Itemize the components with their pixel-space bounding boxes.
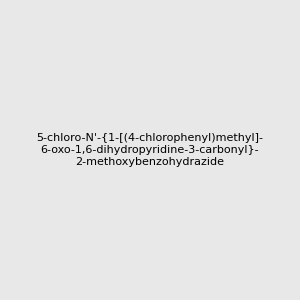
Text: 5-chloro-N'-{1-[(4-chlorophenyl)methyl]-
6-oxo-1,6-dihydropyridine-3-carbonyl}-
: 5-chloro-N'-{1-[(4-chlorophenyl)methyl]-… xyxy=(37,134,263,166)
